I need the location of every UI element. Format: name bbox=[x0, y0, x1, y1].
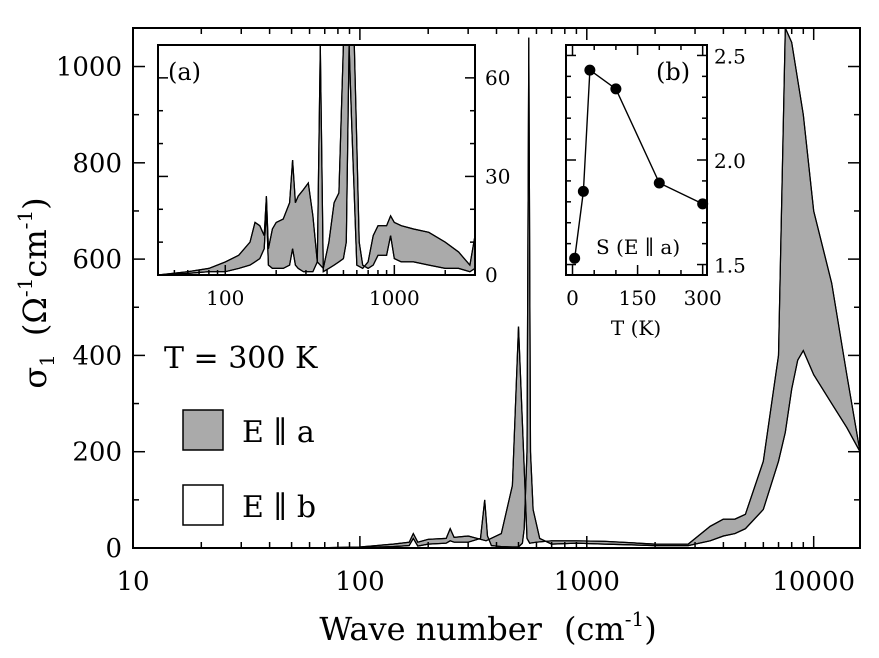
inset-b-x-tick-label: 300 bbox=[684, 286, 722, 310]
main-y-axis-title: σ1(Ω-1cm-1) bbox=[13, 197, 59, 388]
inset-a-y-axis: 0 30 60 bbox=[158, 66, 510, 287]
inset-a-series-e-parallel-b bbox=[157, 44, 476, 276]
main-y-tick-label: 600 bbox=[72, 245, 122, 275]
inset-b-x-axis-title: T (K) bbox=[611, 316, 661, 340]
inset-a-y-tick-label: 0 bbox=[485, 263, 498, 287]
inset-a-x-axis: 100 1000 bbox=[157, 265, 476, 310]
inset-a-frame bbox=[157, 44, 476, 276]
inset-b-data-layer bbox=[569, 64, 709, 264]
main-y-tick-label: 400 bbox=[72, 341, 122, 371]
legend-swatch-e-parallel-a bbox=[182, 409, 224, 451]
inset-b-x-tick-label: 0 bbox=[566, 286, 579, 310]
inset-b-y-tick-label: 1.5 bbox=[714, 254, 746, 278]
legend-label-e-parallel-a: E ∥ a bbox=[242, 415, 315, 450]
inset-b: 0 150 300 1.5 2.0 2.5 (b) S (E ∥ a) T (K) bbox=[565, 44, 746, 340]
main-series-e-parallel-b bbox=[309, 37, 861, 549]
inset-b-y-tick-label: 2.5 bbox=[714, 44, 746, 68]
inset-b-data-point bbox=[610, 83, 622, 95]
inset-a-x-tick-label: 100 bbox=[206, 286, 244, 310]
main-y-tick-label: 800 bbox=[72, 149, 122, 179]
legend-label-e-parallel-b: E ∥ b bbox=[242, 490, 316, 525]
inset-a-x-tick-label: 1000 bbox=[369, 286, 420, 310]
inset-b-data-point bbox=[584, 64, 596, 76]
main-x-tick-label: 10 bbox=[116, 567, 149, 597]
inset-a-panel-label: (a) bbox=[168, 58, 201, 86]
inset-a: 100 1000 0 30 60 (a) bbox=[157, 44, 510, 310]
main-x-tick-label: 1000 bbox=[554, 567, 620, 597]
inset-b-data-point bbox=[569, 252, 581, 264]
main-y-tick-label: 200 bbox=[72, 438, 122, 468]
legend: E ∥ a E ∥ b bbox=[182, 409, 316, 526]
main-x-tick-label: 10000 bbox=[772, 567, 855, 597]
main-x-axis: 10 100 1000 10000 bbox=[116, 28, 855, 597]
inset-a-y-tick-label: 30 bbox=[485, 164, 510, 188]
inset-b-data-point bbox=[577, 185, 589, 197]
inset-b-annotation: S (E ∥ a) bbox=[596, 235, 680, 259]
main-x-tick-label: 100 bbox=[335, 567, 385, 597]
inset-b-data-point bbox=[653, 177, 665, 189]
inset-b-series-line bbox=[574, 68, 704, 259]
inset-b-x-axis: 0 150 300 bbox=[566, 45, 722, 310]
main-x-axis-title: Wave number (cm-1) bbox=[319, 607, 656, 648]
main-y-tick-label: 1000 bbox=[56, 53, 122, 83]
inset-b-y-tick-label: 2.0 bbox=[714, 149, 746, 173]
inset-a-y-tick-label: 60 bbox=[485, 66, 510, 90]
legend-swatch-e-parallel-b bbox=[182, 484, 224, 526]
inset-b-x-tick-label: 150 bbox=[618, 286, 656, 310]
inset-b-y-axis: 1.5 2.0 2.5 bbox=[566, 44, 746, 278]
main-y-tick-label: 0 bbox=[105, 534, 122, 564]
inset-b-panel-label: (b) bbox=[656, 58, 690, 86]
temperature-annotation: T = 300 K bbox=[164, 341, 318, 376]
inset-a-data-layer bbox=[157, 44, 476, 276]
